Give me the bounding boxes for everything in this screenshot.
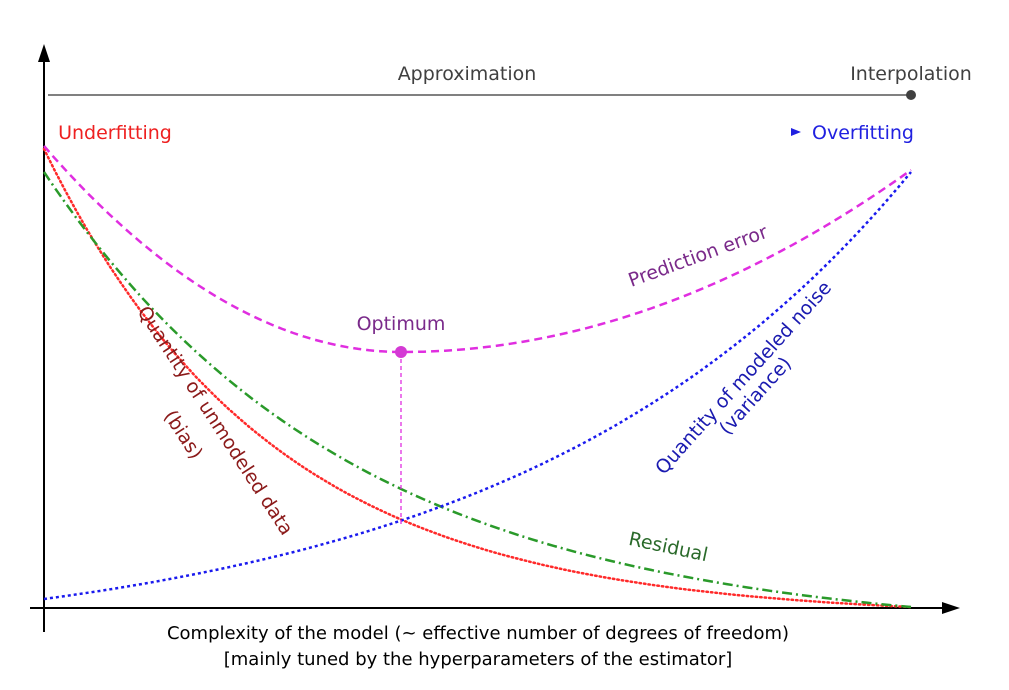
prediction-error-label: Prediction error [625, 221, 770, 292]
top-scale-right-label: Interpolation [850, 63, 972, 85]
x-axis-arrow [942, 602, 960, 614]
residual-label: Residual [627, 528, 710, 566]
fit-scale: Underfitting Overfitting [58, 122, 914, 144]
variance-curve [43, 171, 912, 601]
curve-labels: Prediction error Residual Quantity of un… [133, 221, 836, 566]
bias-curve [42, 147, 913, 609]
interpolation-dot [906, 90, 916, 100]
variance-label: Quantity of modeled noise [651, 277, 836, 479]
x-axis-label: Complexity of the model (~ effective num… [167, 623, 789, 644]
prediction-error-curve [43, 145, 912, 354]
optimum-point [395, 346, 407, 358]
bias-label: Quantity of unmodeled data [133, 302, 298, 539]
overfitting-label: Overfitting [812, 122, 914, 144]
x-axis-label-sub: [mainly tuned by the hyperparameters of … [224, 649, 733, 670]
optimum-marker: Optimum [357, 313, 446, 526]
top-scale: Approximation Interpolation [48, 63, 972, 100]
residual-curve [42, 171, 912, 609]
optimum-label: Optimum [357, 313, 446, 335]
underfitting-label: Underfitting [58, 122, 172, 144]
curves [42, 145, 913, 609]
top-scale-center-label: Approximation [398, 63, 537, 85]
y-axis-arrow [38, 44, 50, 62]
